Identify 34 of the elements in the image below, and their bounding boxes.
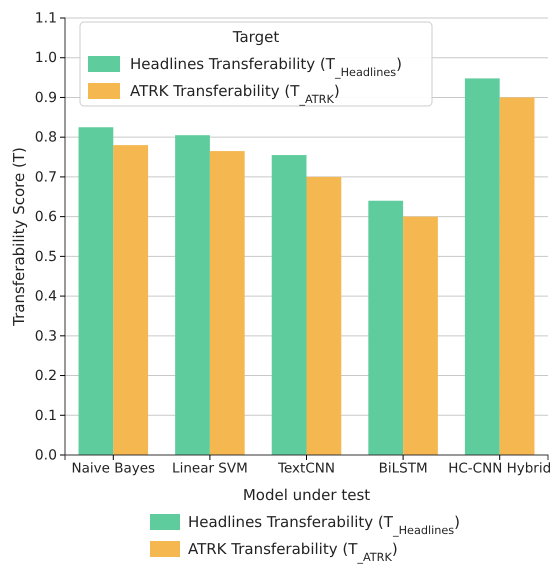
x-tick-label: Naive Bayes bbox=[72, 460, 156, 477]
y-tick-label: 0.9 bbox=[34, 90, 57, 106]
bar bbox=[210, 151, 245, 455]
y-tick-label: 0.0 bbox=[34, 447, 57, 464]
bar bbox=[368, 200, 404, 455]
text: ATRK Transferability (T$_{_ATRK}$) bbox=[188, 540, 398, 564]
x-tick-label: TextCNN bbox=[277, 460, 335, 477]
bar bbox=[500, 97, 534, 455]
legend-label: ATRK Transferability (T$_{_ATRK}$) bbox=[130, 82, 340, 106]
y-tick-label: 0.4 bbox=[34, 288, 58, 305]
y-tick-label: 1.0 bbox=[34, 50, 57, 66]
text: Headlines Transferability (T$_{_Headlines}$) bbox=[188, 513, 460, 536]
y-tick-label: 0.1 bbox=[34, 408, 57, 424]
y-tick-label: 0.3 bbox=[34, 328, 57, 344]
y-tick-label: 0.2 bbox=[34, 368, 57, 384]
bar bbox=[113, 145, 148, 455]
x-tick-label: HC-CNN Hybrid bbox=[448, 460, 552, 477]
x-axis-title: Model under test bbox=[242, 486, 370, 504]
bar bbox=[272, 155, 306, 455]
y-tick-label: 0.8 bbox=[34, 130, 57, 146]
x-tick-label: BiLSTM bbox=[378, 460, 428, 477]
legend-title: Target bbox=[232, 28, 280, 46]
y-tick-label: 0.7 bbox=[34, 169, 57, 186]
y-axis-title: Transferability Score (T) bbox=[10, 147, 28, 327]
y-tick-label: 0.6 bbox=[34, 209, 58, 226]
y-tick-label: 1.1 bbox=[34, 10, 57, 26]
bar bbox=[78, 127, 114, 455]
bar bbox=[306, 176, 342, 455]
bar bbox=[403, 216, 438, 455]
x-tick-label: Linear SVM bbox=[172, 460, 248, 477]
bar bbox=[464, 78, 500, 455]
y-tick-label: 0.5 bbox=[34, 248, 57, 265]
bar bbox=[175, 135, 210, 455]
legend-label: Headlines Transferability (T$_{_Headlines}$) bbox=[130, 55, 402, 78]
